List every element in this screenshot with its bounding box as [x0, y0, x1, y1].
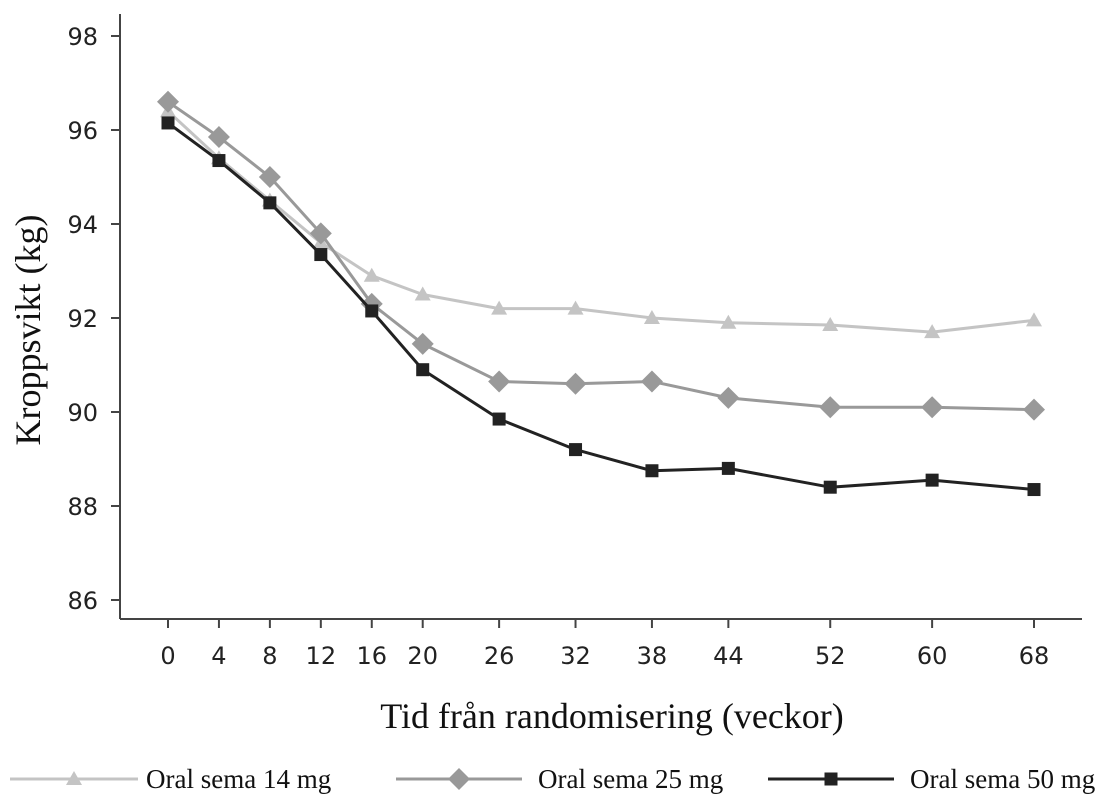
x-tick-label: 68: [1019, 642, 1050, 670]
legend-item-oral-sema-50-mg: Oral sema 50 mg: [768, 764, 1095, 794]
series-oral-sema-14-mg: [160, 103, 1042, 339]
axes: 86 88 90 92 94 96 98 0 4 8 12 16 20 26 32 38 44 52 60 68: [67, 14, 1082, 670]
x-tick-label: 0: [160, 642, 175, 670]
data-point: [363, 267, 380, 282]
data-point: [819, 396, 842, 419]
x-tick-label: 60: [917, 642, 948, 670]
data-point: [720, 314, 737, 329]
legend-label: Oral sema 25 mg: [538, 764, 723, 794]
y-tick-label: 90: [67, 399, 98, 427]
data-point: [569, 443, 583, 457]
legend-marker: [824, 772, 838, 786]
series-oral-sema-50-mg: [161, 116, 1041, 497]
y-tick-label: 92: [67, 305, 98, 333]
legend-label: Oral sema 14 mg: [146, 764, 331, 794]
data-point: [564, 372, 587, 395]
x-tick-label: 44: [713, 642, 744, 670]
y-axis-title: Kroppsvikt (kg): [8, 215, 48, 446]
y-tick-label: 98: [67, 23, 98, 51]
legend-item-oral-sema-25-mg: Oral sema 25 mg: [396, 764, 723, 794]
series-line-oral-sema-14-mg: [166, 110, 1035, 334]
data-point: [823, 480, 837, 494]
data-point: [1023, 398, 1045, 421]
data-point: [643, 310, 660, 324]
data-point: [1026, 312, 1042, 327]
x-tick-label: 16: [356, 642, 387, 670]
data-point: [161, 116, 175, 130]
data-point: [925, 473, 939, 487]
x-tick-label: 20: [407, 642, 438, 670]
x-tick-label: 12: [306, 642, 337, 670]
data-point: [721, 461, 735, 475]
data-point: [567, 300, 584, 315]
legend-marker: [66, 771, 82, 785]
data-point: [491, 300, 508, 315]
data-point: [258, 166, 281, 188]
data-point: [157, 90, 179, 113]
data-point: [414, 286, 431, 301]
legend: Oral sema 14 mg Oral sema 25 mg Oral sema …: [10, 764, 1095, 794]
x-tick-label: 52: [815, 642, 846, 670]
data-point: [645, 464, 659, 478]
data-point: [1027, 483, 1041, 497]
data-point: [822, 317, 839, 332]
x-tick-label: 38: [637, 642, 668, 670]
legend-item-oral-sema-14-mg: Oral sema 14 mg: [10, 764, 331, 794]
data-point: [924, 324, 941, 339]
data-point: [365, 304, 379, 318]
data-point: [207, 126, 230, 149]
x-tick-label: 26: [484, 642, 515, 670]
legend-label: Oral sema 50 mg: [910, 764, 1095, 794]
x-axis-title: Tid från randomisering (veckor): [380, 696, 844, 736]
data-point: [263, 196, 277, 210]
series-oral-sema-25-mg: [157, 90, 1045, 421]
data-point: [717, 386, 740, 409]
x-tick-label: 4: [211, 642, 226, 670]
data-point: [411, 332, 434, 355]
data-point: [488, 370, 511, 393]
legend-marker: [448, 768, 470, 790]
data-point: [314, 248, 328, 262]
x-tick-label: 8: [262, 642, 277, 670]
series-line-oral-sema-25-mg: [167, 100, 1035, 412]
x-tick-label: 32: [560, 642, 591, 670]
data-point: [309, 222, 332, 245]
y-tick-label: 86: [67, 587, 98, 615]
data-point: [921, 396, 944, 419]
data-point: [212, 154, 226, 168]
series-line-oral-sema-50-mg: [167, 121, 1035, 492]
y-tick-label: 94: [67, 211, 98, 239]
series-layer: [157, 90, 1045, 497]
data-point: [416, 363, 430, 377]
y-tick-label: 96: [67, 117, 98, 145]
data-point: [640, 370, 663, 393]
y-tick-label: 88: [67, 493, 98, 521]
data-point: [492, 412, 506, 426]
